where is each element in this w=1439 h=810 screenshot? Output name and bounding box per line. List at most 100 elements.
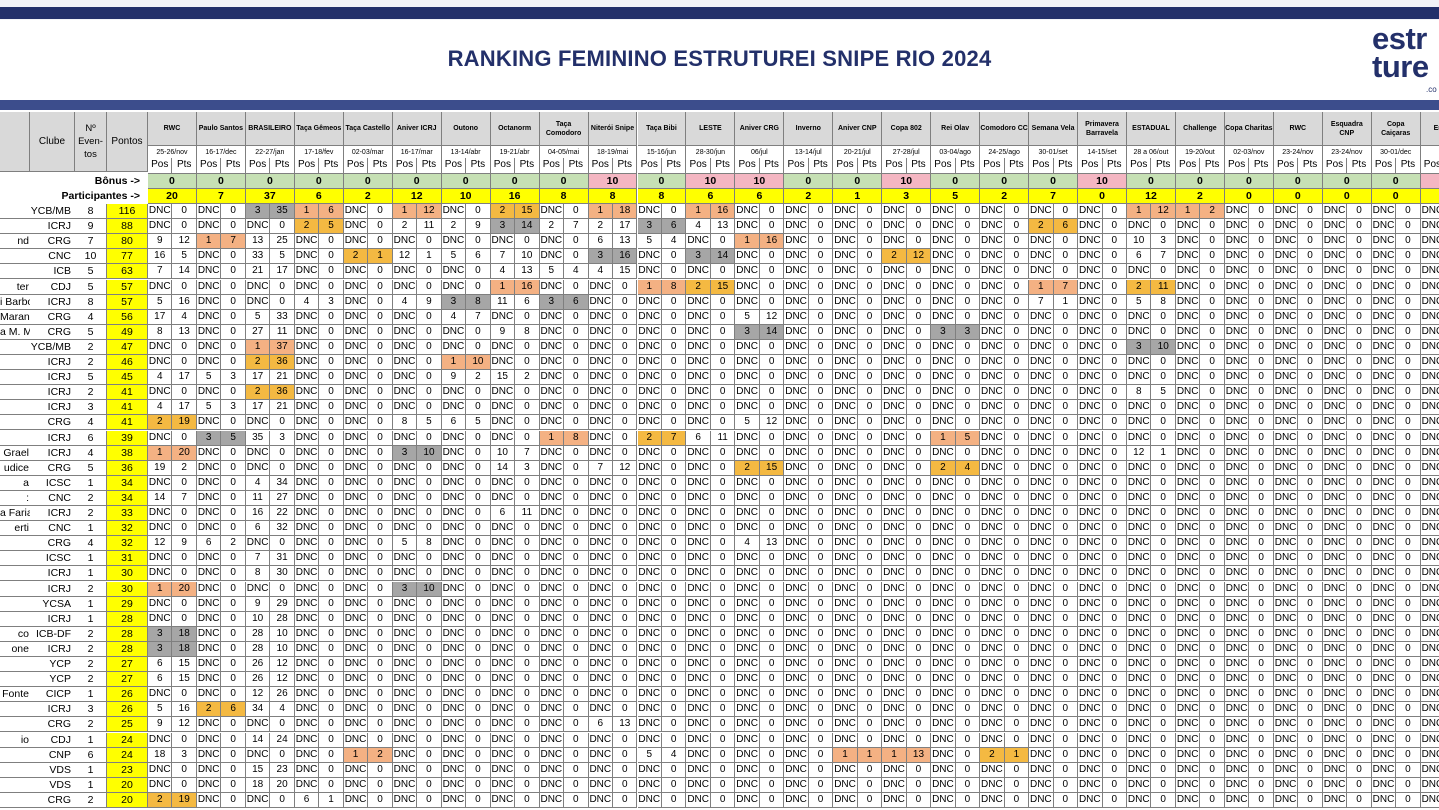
pts-cell: 0 xyxy=(613,490,638,506)
pts-cell: 13 xyxy=(613,717,638,733)
pos-header: Pos xyxy=(1175,158,1201,174)
pts-cell: 0 xyxy=(955,490,981,506)
pts-cell: 0 xyxy=(808,370,834,386)
event-bonus: 10 xyxy=(882,174,932,189)
pos-cell: DNC xyxy=(1175,234,1201,250)
pos-cell: 3 xyxy=(637,219,662,235)
pts-cell: 0 xyxy=(515,641,540,657)
pts-cell: 0 xyxy=(368,279,393,295)
pos-cell: 1 xyxy=(441,355,467,371)
sailor-name xyxy=(0,612,30,627)
pts-cell: 0 xyxy=(1347,732,1372,748)
pts-cell: 0 xyxy=(1200,430,1225,446)
pos-cell: DNC xyxy=(833,536,858,552)
points-total: 26 xyxy=(107,702,148,718)
pos-cell: DNC xyxy=(882,717,907,733)
pts-cell: 0 xyxy=(1249,506,1274,522)
pts-cell: 0 xyxy=(466,324,491,340)
pos-cell: DNC xyxy=(441,521,467,537)
pos-cell: DNC xyxy=(686,566,711,582)
pts-cell: 0 xyxy=(955,279,981,295)
pos-cell: DNC xyxy=(1127,566,1152,582)
pts-cell: 0 xyxy=(808,596,834,612)
pts-cell: 0 xyxy=(808,611,834,627)
pos-cell: 4 xyxy=(392,294,418,310)
pts-cell: 5 xyxy=(417,415,442,431)
pos-cell: DNC xyxy=(1273,536,1299,552)
pos-cell: DNC xyxy=(1029,339,1054,355)
pos-cell: DNC xyxy=(588,445,614,461)
event-name: Copa Charitas xyxy=(1224,112,1274,146)
pos-cell: DNC xyxy=(588,506,614,522)
pos-cell: DNC xyxy=(343,762,369,778)
pos-cell: DNC xyxy=(490,596,516,612)
pos-cell: DNC xyxy=(637,717,662,733)
pos-cell: DNC xyxy=(1175,657,1201,673)
pos-cell: DNC xyxy=(441,490,467,506)
pts-cell: 0 xyxy=(564,792,589,808)
pos-cell: DNC xyxy=(1029,657,1054,673)
ranking-sheet[interactable]: Clube Nº Even- tos Pontos Bônus -> Participa… xyxy=(0,112,1439,810)
pos-cell: 4 xyxy=(735,536,760,552)
pos-cell: DNC xyxy=(490,475,516,491)
pts-cell: 12 xyxy=(417,204,442,220)
pos-cell: DNC xyxy=(196,415,222,431)
pts-cell: 0 xyxy=(564,596,589,612)
pts-cell: 0 xyxy=(857,460,883,476)
pts-cell: 0 xyxy=(1298,551,1323,567)
pts-cell: 12 xyxy=(759,415,785,431)
pts-cell: 0 xyxy=(564,234,589,250)
event-participants: 2 xyxy=(980,189,1030,204)
pts-cell: 0 xyxy=(1151,415,1176,431)
pts-cell: 0 xyxy=(417,521,442,537)
event-date: 28-30/jun xyxy=(686,146,736,159)
event-bonus: 10 xyxy=(735,174,785,189)
pos-cell: DNC xyxy=(1175,415,1201,431)
club-cell: ICRJ xyxy=(30,566,75,582)
pts-cell: 0 xyxy=(613,581,638,597)
pos-cell: DNC xyxy=(637,355,662,371)
pts-cell: 28 xyxy=(270,611,295,627)
pts-cell: 0 xyxy=(759,657,785,673)
pos-cell: DNC xyxy=(882,777,907,793)
pts-cell: 0 xyxy=(1200,385,1225,401)
pos-cell: DNC xyxy=(1273,400,1299,416)
pts-cell: 0 xyxy=(906,264,932,280)
pts-cell: 0 xyxy=(1200,717,1225,733)
pts-cell: 10 xyxy=(1151,339,1176,355)
pos-cell: DNC xyxy=(686,370,711,386)
pts-cell: 0 xyxy=(1053,475,1079,491)
club-cell: ICRJ xyxy=(30,385,75,401)
points-total: 47 xyxy=(107,339,148,355)
pts-cell: 0 xyxy=(466,536,491,552)
pos-cell: DNC xyxy=(1322,702,1348,718)
pos-cell: DNC xyxy=(490,641,516,657)
pos-cell: DNC xyxy=(1029,264,1054,280)
pos-cell: DNC xyxy=(1127,400,1152,416)
event-participants: 0 xyxy=(1322,189,1372,204)
pos-cell: DNC xyxy=(980,445,1005,461)
pos-cell: DNC xyxy=(980,777,1005,793)
points-total: 32 xyxy=(107,536,148,552)
pts-cell: 0 xyxy=(661,792,687,808)
pts-cell: 0 xyxy=(466,732,491,748)
pts-cell: 0 xyxy=(417,400,442,416)
pts-cell: 0 xyxy=(319,747,344,763)
event-name: RWC xyxy=(1273,112,1323,146)
event-name: LESTE xyxy=(686,112,736,146)
pts-cell: 0 xyxy=(319,777,344,793)
pos-cell: 1 xyxy=(588,204,614,220)
pts-cell: 0 xyxy=(515,400,540,416)
pos-cell: DNC xyxy=(1420,612,1439,627)
pts-cell: 0 xyxy=(857,204,883,220)
club-cell: YCSA xyxy=(30,597,75,612)
pts-cell: 0 xyxy=(710,732,736,748)
pos-cell: DNC xyxy=(1175,672,1201,688)
pos-cell: DNC xyxy=(882,400,907,416)
sailor-name: : xyxy=(0,491,30,506)
pts-cell: 0 xyxy=(368,385,393,401)
pts-cell: 0 xyxy=(613,792,638,808)
pos-cell: DNC xyxy=(1420,597,1439,612)
pts-cell: 0 xyxy=(613,279,638,295)
pos-cell: DNC xyxy=(686,732,711,748)
